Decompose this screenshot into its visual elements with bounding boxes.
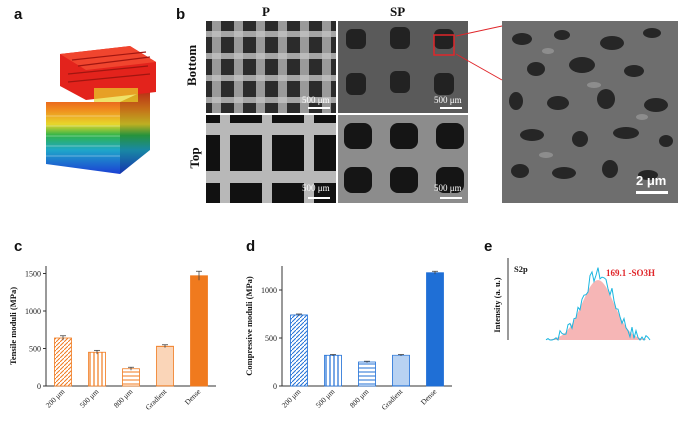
bar (426, 272, 444, 387)
sem-sp-bottom: 500 μm (338, 21, 468, 113)
series-label: S2p (514, 264, 528, 274)
y-axis-label: Tensile moduli (MPa) (8, 287, 18, 365)
x-tick-label: 500 μm (78, 387, 101, 410)
bar (358, 361, 376, 387)
compressive-moduli-chart: 0 500 1000 Compressive moduli (MPa) 200 μm 50… (244, 266, 452, 412)
peak-annotation: 169.1 -SO3H (606, 268, 655, 278)
row-label-top: Top (187, 147, 202, 169)
x-tick-label: Gradient (379, 386, 405, 412)
x-tick-label: 500 μm (314, 387, 337, 410)
x-tick-label: 800 μm (112, 387, 135, 410)
tensile-moduli-chart: 0 500 1000 1500 Tensile moduli (MPa) 200 μm 50… (8, 266, 216, 412)
y-tick-label: 0 (37, 382, 41, 391)
xps-s2p-chart: Intensity (a. u.) S2p 169.1 -SO3H (492, 258, 655, 342)
scale-label: 500 μm (302, 183, 330, 193)
sem-magnified-porous: 2 μm (502, 21, 678, 203)
x-tick-label: Gradient (143, 386, 169, 412)
panel-c-letter: c (14, 238, 23, 255)
y-tick-label: 1000 (261, 286, 277, 295)
spectrum-line (545, 267, 651, 342)
bar (156, 345, 174, 387)
x-tick-label: 200 μm (44, 387, 67, 410)
bar (190, 275, 208, 387)
bar (88, 351, 106, 387)
sem-p-top: 500 μm (206, 115, 336, 203)
panel-d-letter: d (246, 238, 256, 255)
scale-label: 500 μm (302, 95, 330, 105)
zoom-indicator-lines (455, 25, 503, 81)
column-label-sp: SP (390, 4, 406, 19)
scale-label-2um: 2 μm (636, 173, 667, 188)
bar (122, 368, 140, 387)
y-axis-label: Compressive moduli (MPa) (244, 276, 254, 376)
x-tick-label: 800 μm (348, 387, 371, 410)
gradient-scaffold-model (46, 46, 156, 174)
y-tick-label: 500 (29, 345, 41, 354)
y-tick-label: 0 (273, 382, 277, 391)
sem-p-bottom: 500 μm (206, 21, 336, 113)
y-tick-label: 1500 (25, 270, 41, 279)
column-label-p: P (262, 4, 270, 19)
x-tick-label: Dense (419, 387, 439, 407)
scale-label: 500 μm (434, 95, 462, 105)
fitted-peak (550, 280, 646, 340)
y-tick-label: 500 (265, 334, 277, 343)
bar (290, 314, 308, 387)
bar (324, 354, 342, 387)
row-label-bottom: Bottom (184, 44, 199, 86)
panel-b-letter: b (176, 6, 186, 23)
scale-label: 500 μm (434, 183, 462, 193)
y-axis-label: Intensity (a. u.) (492, 277, 502, 332)
sem-sp-top: 500 μm (338, 115, 468, 203)
y-tick-label: 1000 (25, 307, 41, 316)
panel-a-letter: a (14, 6, 23, 23)
x-tick-label: 200 μm (280, 387, 303, 410)
panel-e-letter: e (484, 238, 493, 255)
bar (392, 354, 410, 387)
x-tick-label: Dense (183, 387, 203, 407)
bar (54, 337, 72, 387)
